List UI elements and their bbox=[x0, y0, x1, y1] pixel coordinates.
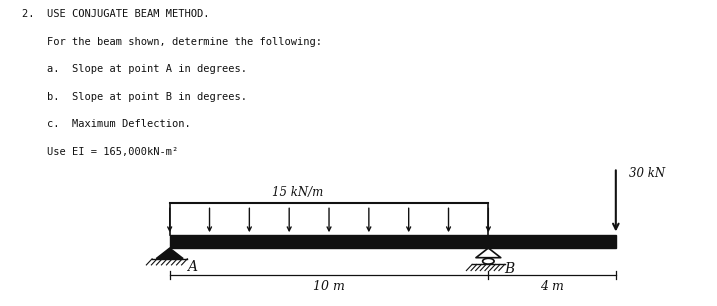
Text: 4 m: 4 m bbox=[540, 280, 564, 293]
Text: 2.  USE CONJUGATE BEAM METHOD.: 2. USE CONJUGATE BEAM METHOD. bbox=[22, 9, 209, 19]
Text: 15 kN/m: 15 kN/m bbox=[272, 186, 323, 199]
Text: A: A bbox=[187, 260, 197, 274]
Text: 30 kN: 30 kN bbox=[629, 167, 665, 181]
Polygon shape bbox=[156, 248, 183, 259]
Text: c.  Maximum Deflection.: c. Maximum Deflection. bbox=[22, 119, 190, 129]
Text: B: B bbox=[504, 262, 515, 276]
Text: a.  Slope at point A in degrees.: a. Slope at point A in degrees. bbox=[22, 64, 247, 74]
Circle shape bbox=[483, 258, 494, 264]
Text: b.  Slope at point B in degrees.: b. Slope at point B in degrees. bbox=[22, 92, 247, 102]
Text: Use EI = 165,000kN-m²: Use EI = 165,000kN-m² bbox=[22, 147, 178, 157]
Bar bbox=[170, 235, 616, 248]
Text: For the beam shown, determine the following:: For the beam shown, determine the follow… bbox=[22, 37, 321, 47]
Text: C: C bbox=[584, 235, 594, 248]
Text: 10 m: 10 m bbox=[313, 280, 345, 293]
